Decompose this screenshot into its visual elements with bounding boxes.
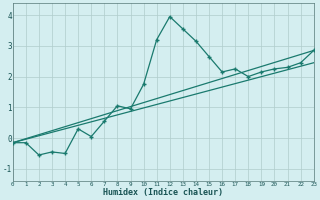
X-axis label: Humidex (Indice chaleur): Humidex (Indice chaleur) xyxy=(103,188,223,197)
